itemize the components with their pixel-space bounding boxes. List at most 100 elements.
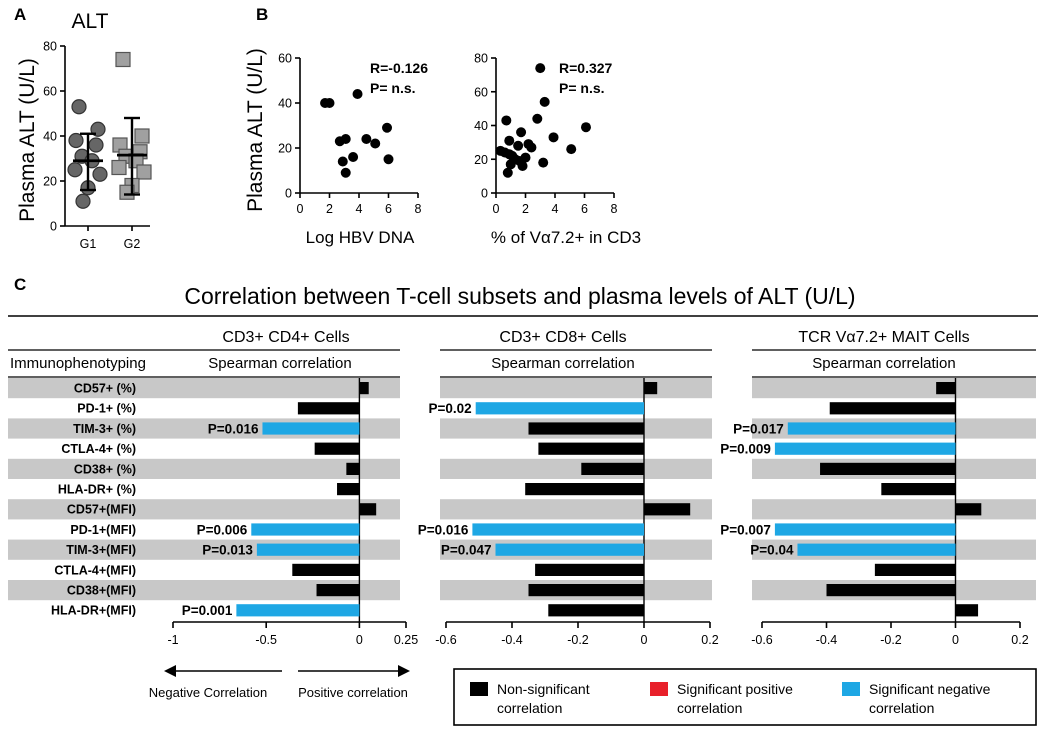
correlation-arrows: Negative Correlation Positive correlatio… [149,665,410,700]
panel-a-xtick-label: G1 [80,237,97,251]
panel-b-left-xtick-label: 6 [385,202,392,216]
c-cd4-bar [256,543,360,556]
row-label: HLA-DR+(MFI) [51,604,136,618]
panel-b-left-xtick-label: 2 [326,202,333,216]
panel-b-right-ytick-label: 20 [474,153,488,167]
row-label: HLA-DR+ (%) [58,483,136,497]
c-cd8-bar [581,462,644,475]
panel-b-letter: B [256,5,268,24]
c-cd4-bar [292,563,360,576]
row-labels: CD57+ (%) PD-1+ (%) TIM-3+ (%) CTLA-4+ (%) C… [51,382,136,618]
row-label: TIM-3+ (%) [73,422,136,436]
panel-a-xtick-label: G2 [124,237,141,251]
c-mait-bar [955,503,982,516]
c-cd8-bar [525,483,644,496]
c-mait-bar [936,382,956,395]
panel-a-g1-point [75,193,91,209]
bar-charts: -1 -0.5 0 0.25 P=0.016 P=0.006 P=0.013 P=0.001 -… [167,378,1029,647]
row-label: CD38+ (%) [74,462,136,476]
panel-c-title: Correlation between T-cell subsets and p… [184,283,855,309]
row-band [440,378,712,399]
row-band [8,499,400,520]
legend-swatch-nonsig [470,682,488,696]
panel-b-left-plot: R=-0.126 P= n.s. Log HBV DNA 0 20 40 60 0 2 4 6… [278,52,428,248]
legend-label-sigpos-2: correlation [677,700,742,716]
panel-b-right-point [532,113,543,124]
c-cd4-p-label: P=0.006 [197,522,248,537]
col-header-cd8: CD3+ CD8+ Cells [499,329,626,346]
col-header-mait: TCR Vα7.2+ MAIT Cells [798,329,969,346]
row-band [8,378,400,399]
legend-label-nonsig-2: correlation [497,700,562,716]
c-cd4-bar [262,422,360,435]
panel-b-right-point [501,115,512,126]
panel-b-right-xlabel: % of Vα7.2+ in CD3 [491,228,641,247]
c-cd4-bar [359,503,377,516]
panel-b-right-point [548,132,559,143]
row-band [440,458,712,479]
c-cd8-xtick-label: -0.2 [567,633,589,647]
panel-b-right-r: R=0.327 [559,60,613,76]
c-mait-bar [955,604,979,617]
panel-a-ytick-label: 20 [43,175,57,189]
panel-b-right-xtick-label: 4 [552,202,559,216]
c-cd4-bar [314,442,360,455]
panel-a-ytick-label: 60 [43,85,57,99]
panel-b-left-point [370,138,381,149]
c-cd8-bar [644,382,658,395]
c-cd4-xtick-label: 0 [356,633,363,647]
panel-a-ytick-label: 40 [43,130,57,144]
panel-b-right-point [526,142,537,153]
panel-b-left-ytick-label: 0 [285,187,292,201]
row-band [8,458,400,479]
panel-a-ytick-label: 0 [50,220,57,234]
panel-b-right-xtick-label: 8 [611,202,618,216]
panel-a-title: ALT [72,10,109,33]
row-label: CD57+ (%) [74,382,136,396]
panel-b-right-xtick-label: 0 [493,202,500,216]
c-cd4-bar [297,402,360,415]
c-cd8-xtick-label: 0.2 [701,633,718,647]
panel-b-right-ytick-label: 60 [474,85,488,99]
panel-b-left-point [324,98,335,108]
panel-b-left-xtick-label: 8 [415,202,422,216]
legend-swatch-sigpos [650,682,668,696]
panel-a-letter: A [14,5,26,24]
row-label: TIM-3+(MFI) [66,543,136,557]
c-cd4-p-label: P=0.001 [182,603,233,618]
c-cd4-bar [236,604,360,617]
col-header-cd4: CD3+ CD4+ Cells [222,329,349,346]
c-cd8-xtick-label: -0.6 [435,633,457,647]
panel-b-left-point [340,134,351,144]
c-mait-bar [829,402,956,415]
panel-a-g2-point [119,184,135,200]
positive-correlation-label: Positive correlation [298,685,408,700]
c-cd8-bar [538,442,644,455]
legend-label-nonsig-1: Non-significant [497,681,590,697]
sub-header-cd4: Spearman correlation [208,355,351,372]
c-mait-bar [874,563,956,576]
panel-a-g1-point [71,99,87,115]
row-label: CD57+(MFI) [67,503,136,517]
panel-b-right-point [516,127,527,138]
panel-b-right-xtick-label: 6 [581,202,588,216]
sub-header-mait: Spearman correlation [812,355,955,372]
panel-b-right-point [513,140,524,151]
panel-b-right-point [535,63,546,74]
panel-b-left-xtick-label: 0 [297,202,304,216]
panel-b-left-point [382,122,393,133]
legend-box [453,668,1037,726]
c-cd4-bar [346,462,360,475]
c-mait-xtick-label: -0.4 [816,633,838,647]
c-mait-xtick-label: 0 [952,633,959,647]
c-mait-bar [881,483,956,496]
c-mait-p-label: P=0.007 [720,522,771,537]
c-mait-bar [797,543,956,556]
panel-a-g1-point [68,132,84,149]
c-mait-xtick-label: 0.2 [1011,633,1028,647]
c-mait-bar [774,523,956,536]
panel-b-left-point [383,154,394,165]
legend-label-signeg-2: correlation [869,700,934,716]
panel-a-ytick-label: 80 [43,40,57,54]
